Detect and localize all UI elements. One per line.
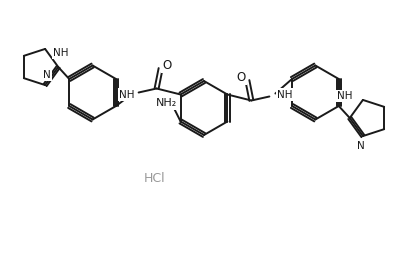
Text: O: O (162, 59, 171, 72)
Text: NH: NH (338, 91, 353, 101)
Text: NH: NH (277, 90, 293, 100)
Text: NH₂: NH₂ (156, 99, 177, 109)
Text: NH: NH (119, 90, 134, 100)
Text: N: N (357, 141, 365, 151)
Text: O: O (237, 71, 246, 84)
Text: N: N (43, 70, 51, 80)
Text: HCl: HCl (144, 172, 166, 185)
Text: NH: NH (53, 48, 69, 58)
